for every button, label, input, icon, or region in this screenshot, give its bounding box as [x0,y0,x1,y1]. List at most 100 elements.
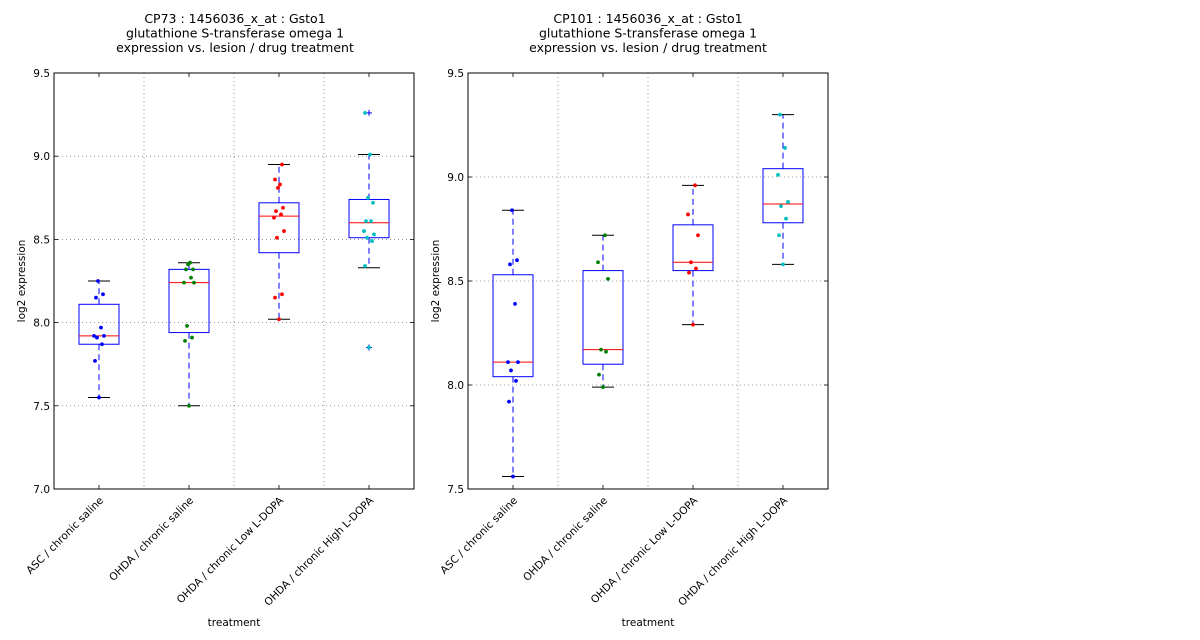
x-axis-label: treatment [622,617,675,629]
data-point [273,295,277,300]
data-point [599,347,603,352]
box-group [582,234,624,388]
y-tick-label: 9.5 [447,68,464,80]
data-point [274,209,278,214]
data-point [97,395,101,400]
data-point [279,212,283,217]
data-point [686,212,690,217]
chart-title-line: glutathione S-transferase omega 1 [126,26,344,41]
chart-title-line: glutathione S-transferase omega 1 [539,26,757,41]
x-tick-label: OHDA / chronic saline [521,495,610,584]
data-point [597,372,601,377]
data-point [601,385,605,389]
data-point [277,317,281,322]
data-point [189,275,193,280]
box [168,268,210,334]
data-point [363,264,367,268]
data-point [506,360,510,365]
data-point [596,260,600,265]
box [762,168,804,224]
data-point [100,342,104,347]
data-point [366,195,370,200]
y-tick-label: 8.0 [33,318,50,330]
box-group [492,209,534,478]
box [672,224,714,272]
data-point [778,112,782,117]
y-tick-label: 7.5 [447,484,464,496]
data-point [362,229,366,233]
y-tick-label: 9.5 [33,68,50,80]
data-point [781,262,785,267]
data-point [369,219,373,223]
data-point [691,322,695,327]
data-point [93,358,97,363]
y-tick-label: 7.5 [33,401,50,413]
data-point [693,183,697,188]
y-axis-label: log2 expression [430,240,442,323]
data-point [509,368,513,373]
data-point [508,262,512,267]
box [582,270,624,365]
x-axis-label: treatment [208,617,261,629]
y-axis-label: log2 expression [16,240,28,323]
data-point [364,219,368,223]
x-tick-label: OHDA / chronic High L-DOPA [262,494,377,609]
data-point [777,233,781,238]
plot-frame [53,72,415,490]
chart-title-line: expression vs. lesion / drug treatment [529,40,767,55]
data-point [182,280,186,285]
data-point [604,349,608,354]
y-tick-label: 8.0 [447,380,464,392]
data-point [191,267,195,272]
data-point [281,205,285,210]
data-point [515,258,519,263]
box-group [348,109,390,351]
data-point [363,111,367,115]
data-point [280,292,284,297]
data-point [94,295,98,300]
y-tick-label: 8.5 [33,234,50,246]
data-point [275,235,279,240]
data-point [185,324,189,328]
data-point [101,292,105,297]
x-tick-label: OHDA / chronic saline [107,495,196,584]
data-point [282,229,286,233]
data-point [187,403,191,408]
data-point [102,334,106,338]
data-point [507,399,511,404]
data-point [276,185,280,190]
data-point [372,232,376,237]
data-point [365,235,369,240]
data-point [510,208,514,213]
y-tick-label: 9.0 [447,172,464,184]
data-point [280,162,284,167]
plot-frame [467,72,829,490]
box [258,202,300,254]
chart-title-line: CP73 : 1456036_x_at : Gsto1 [144,11,325,26]
data-point [188,260,192,265]
data-point [272,215,276,220]
data-point [183,339,187,343]
data-point [99,325,103,330]
data-point [273,177,277,182]
box-group [672,184,714,326]
data-point [190,335,194,340]
y-tick-label: 7.0 [33,484,50,496]
x-tick-label: OHDA / chronic Low L-DOPA [175,494,287,606]
data-point [95,335,99,340]
data-point [511,474,515,479]
box [78,303,120,345]
data-point [776,173,780,177]
chart-panel-2: CP101 : 1456036_x_at : Gsto1glutathione … [430,11,829,629]
data-point [783,145,787,150]
data-point [784,216,788,221]
data-point [603,233,607,238]
box-group [168,262,210,407]
data-point [606,277,610,281]
x-tick-label: ASC / chronic saline [24,495,106,577]
data-point [514,378,518,383]
box [348,198,390,239]
data-point [192,280,196,285]
y-tick-label: 9.0 [33,151,50,163]
